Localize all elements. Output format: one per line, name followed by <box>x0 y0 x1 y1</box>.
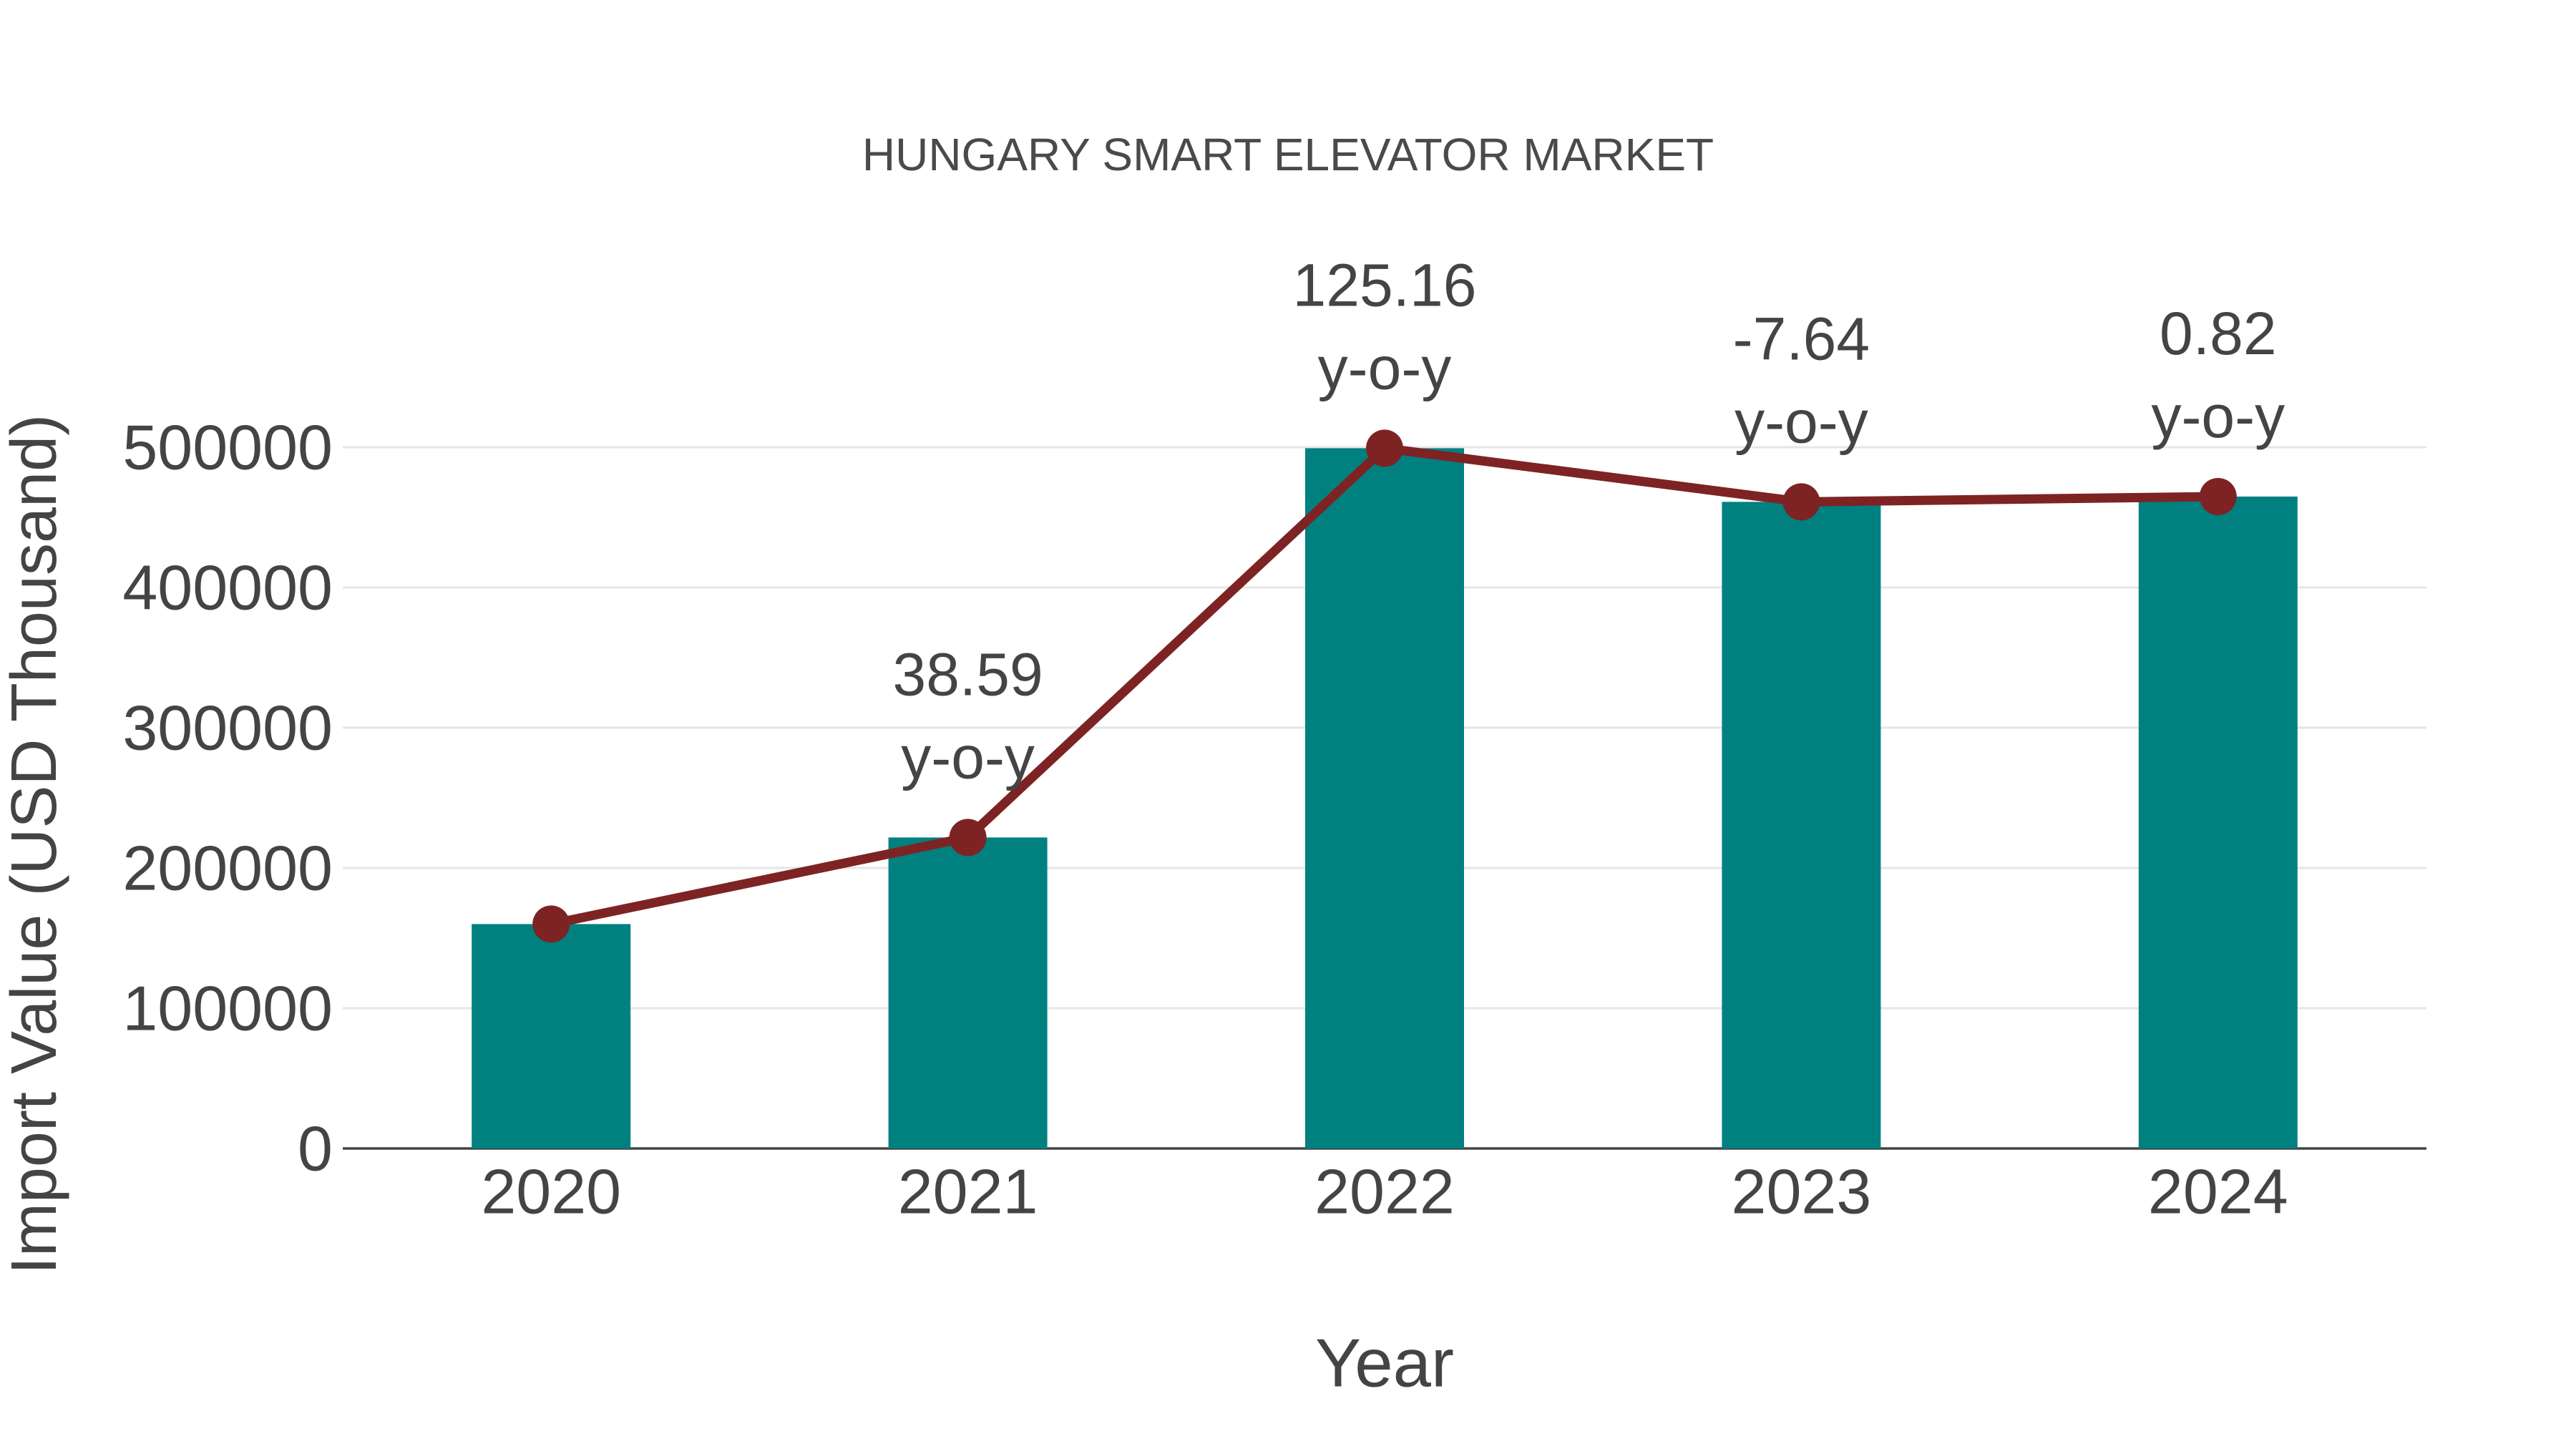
y-tick-label-400000: 400000 <box>122 552 333 623</box>
data-point-2022 <box>1366 429 1403 467</box>
bar-2020 <box>472 924 631 1148</box>
bar-2024 <box>2138 496 2298 1148</box>
y-tick-label-500000: 500000 <box>122 412 333 483</box>
bar-2022 <box>1305 448 1464 1148</box>
annotation-2023-suffix: y-o-y <box>1735 388 1868 455</box>
data-point-2024 <box>2199 477 2237 515</box>
annotation-2021-value: 38.59 <box>892 640 1043 708</box>
data-point-2021 <box>949 819 987 857</box>
bar-2023 <box>1722 502 1881 1148</box>
y-tick-label-200000: 200000 <box>122 833 333 904</box>
bar-2021 <box>888 837 1048 1148</box>
x-axis-title: Year <box>1315 1325 1454 1402</box>
y-tick-label-300000: 300000 <box>122 693 333 763</box>
annotation-2021-suffix: y-o-y <box>901 723 1035 791</box>
data-point-2020 <box>532 905 570 943</box>
annotation-2022-value: 125.16 <box>1293 251 1477 318</box>
data-point-2023 <box>1782 483 1820 521</box>
x-tick-label-2021: 2021 <box>898 1156 1038 1227</box>
x-tick-label-2020: 2020 <box>481 1156 621 1227</box>
annotation-2024-suffix: y-o-y <box>2151 383 2285 450</box>
y-tick-label-0: 0 <box>298 1113 333 1184</box>
x-tick-label-2022: 2022 <box>1314 1156 1455 1227</box>
y-axis-title: Import Value (USD Thousand) <box>0 414 70 1274</box>
annotation-2022-suffix: y-o-y <box>1318 334 1452 401</box>
x-tick-label-2024: 2024 <box>2148 1156 2288 1227</box>
chart-title: HUNGARY SMART ELEVATOR MARKET <box>862 129 1714 180</box>
annotation-2024-value: 0.82 <box>2160 300 2277 367</box>
plot-area: 0 100000 200000 300000 400000 500000 2020 2021 2… <box>122 251 2426 1227</box>
annotation-2023-value: -7.64 <box>1733 305 1870 372</box>
y-tick-label-100000: 100000 <box>122 973 333 1044</box>
x-tick-label-2023: 2023 <box>1732 1156 1872 1227</box>
